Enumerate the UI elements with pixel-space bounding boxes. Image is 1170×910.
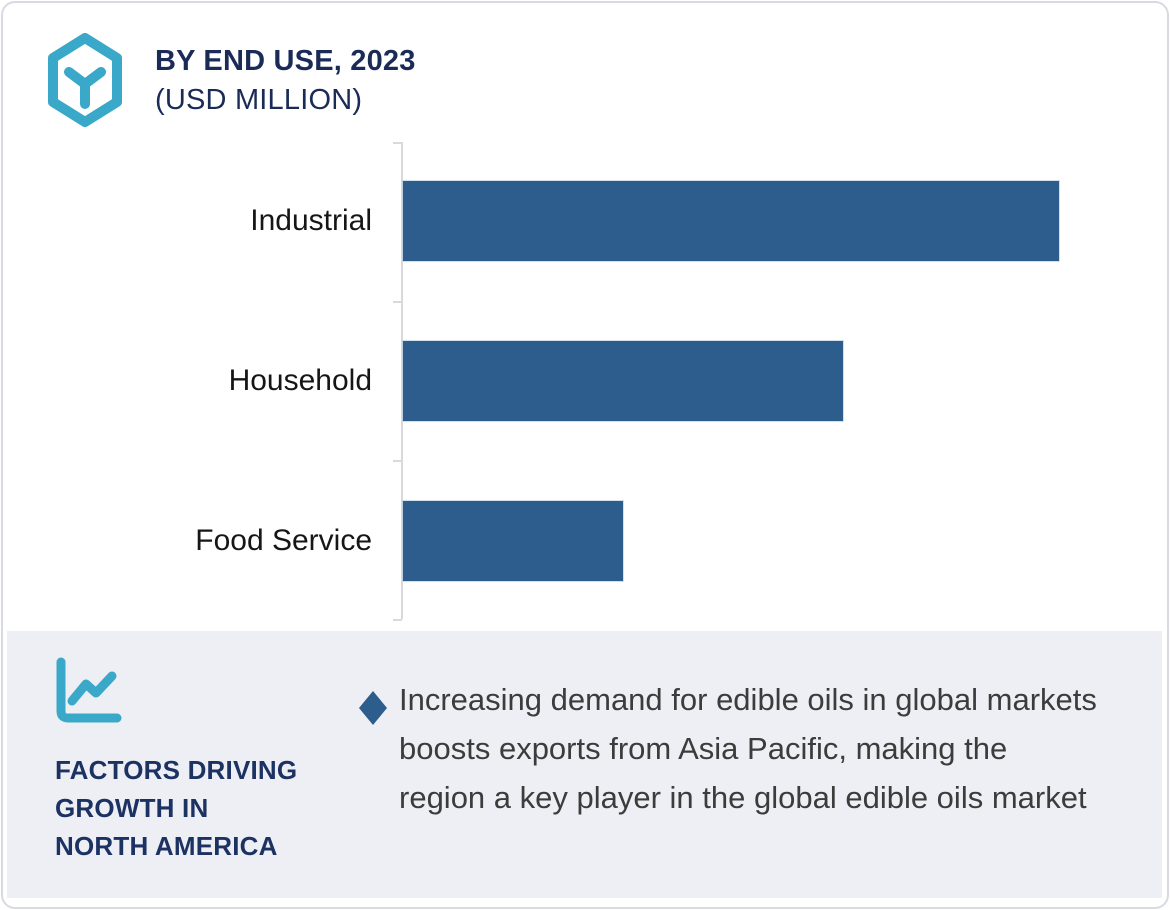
bar-chart: Industrial Household Food Service: [195, 142, 1059, 621]
factors-heading-line2: GROWTH IN: [55, 793, 209, 823]
bullet-item: Increasing demand for edible oils in glo…: [355, 675, 1097, 822]
factors-heading: FACTORS DRIVING GROWTH IN NORTH AMERICA: [55, 751, 297, 865]
axis-tick: [393, 301, 402, 303]
category-label: Food Service: [195, 524, 372, 557]
axis-tick: [393, 142, 402, 144]
factors-heading-line1: FACTORS DRIVING: [55, 755, 298, 785]
factors-heading-line3: NORTH AMERICA: [55, 831, 278, 861]
category-label: Household: [228, 364, 372, 397]
axis-tick: [393, 619, 402, 621]
chart-title-line1: BY END USE, 2023: [155, 45, 416, 77]
chart-title: BY END USE, 2023 (USD MILLION): [155, 42, 416, 120]
factors-panel: FACTORS DRIVING GROWTH IN NORTH AMERICA …: [7, 631, 1162, 898]
axis-tick: [393, 460, 402, 462]
category-label: Industrial: [250, 204, 372, 237]
hexagon-y-icon: [48, 33, 122, 127]
bar: [403, 341, 843, 421]
bullet-text: Increasing demand for edible oils in glo…: [399, 682, 1097, 815]
diamond-bullet-icon: [359, 691, 387, 725]
line-chart-icon: [56, 657, 122, 723]
chart-title-line2: (USD MILLION): [155, 84, 363, 116]
bar: [403, 181, 1059, 261]
category-axis-line: [401, 142, 403, 619]
bar: [403, 501, 623, 581]
